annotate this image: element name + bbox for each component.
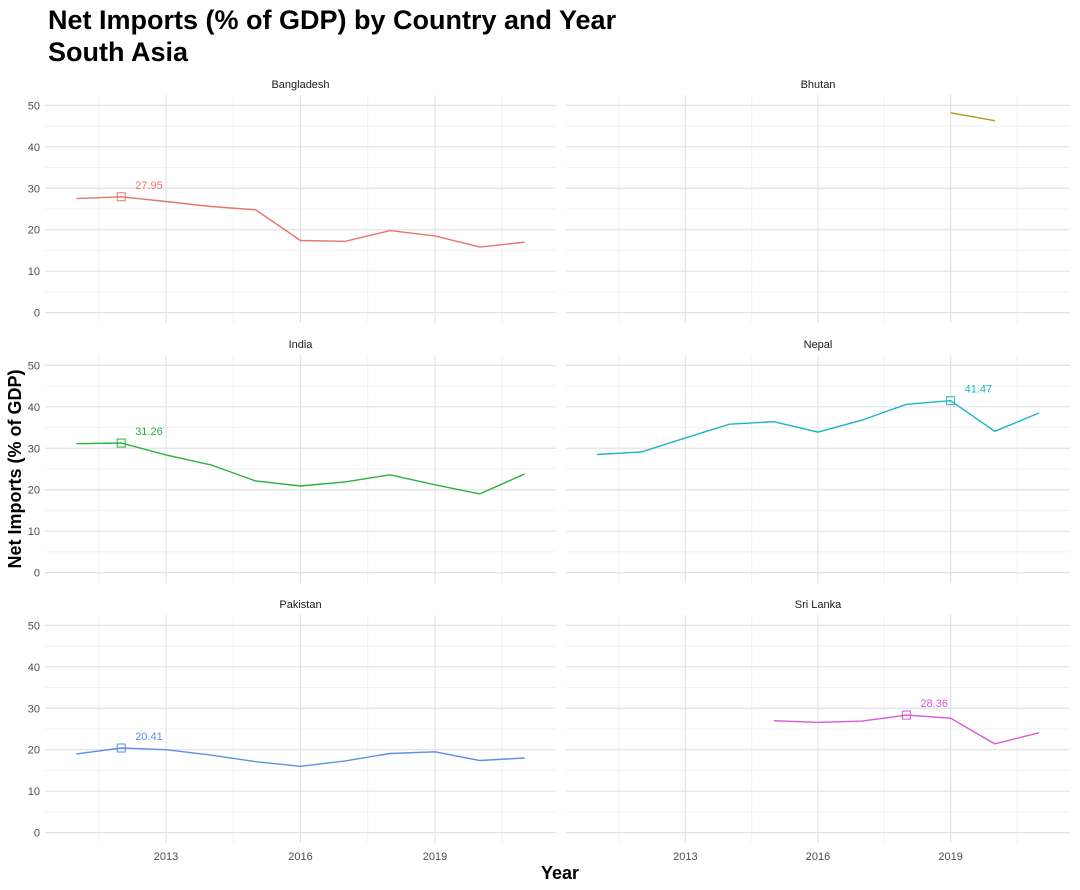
highlight-label-bangladesh: 27.95	[135, 180, 163, 192]
y-tick-label: 30	[28, 183, 40, 195]
panel-sri-lanka: Sri Lanka 2013 2016 2019 28.36	[566, 599, 1070, 863]
chart-title: Net Imports (% of GDP) by Country and Ye…	[48, 4, 616, 68]
y-tick-label: 20	[28, 745, 40, 757]
panel-pakistan: Pakistan 0 10 20 30 40 50 2013 2016 2019 20.41	[28, 599, 556, 863]
y-tick-label: 10	[28, 526, 40, 538]
highlight-marker-sri-lanka	[901, 710, 911, 720]
y-tick-label: 0	[34, 568, 40, 580]
y-tick-label: 50	[28, 360, 40, 372]
facet-label-bhutan: Bhutan	[801, 79, 836, 91]
y-tick-label: 10	[28, 786, 40, 798]
x-tick-label: 2013	[154, 851, 178, 863]
chart-subtitle: South Asia	[48, 37, 189, 67]
panel-bangladesh: Bangladesh 0 10 20 30 40 50 27.95	[28, 79, 556, 323]
series-line-india	[76, 442, 525, 495]
highlight-marker-pakistan	[116, 743, 126, 753]
highlight-label-sri-lanka: 28.36	[920, 698, 948, 710]
highlight-marker-nepal	[946, 396, 956, 406]
y-tick-label: 20	[28, 485, 40, 497]
series-line-sri-lanka	[773, 714, 1040, 745]
facet-label-bangladesh: Bangladesh	[271, 79, 329, 91]
series-line-bhutan	[950, 112, 995, 122]
y-tick-label: 0	[34, 308, 40, 320]
y-tick-label: 30	[28, 703, 40, 715]
y-tick-label: 40	[28, 402, 40, 414]
highlight-marker-india	[116, 438, 126, 448]
x-tick-label: 2019	[938, 851, 962, 863]
y-tick-label: 0	[34, 828, 40, 840]
y-tick-label: 20	[28, 225, 40, 237]
x-axis-title: Year	[541, 863, 579, 883]
y-tick-label: 40	[28, 142, 40, 154]
x-tick-label: 2013	[673, 851, 697, 863]
y-tick-label: 50	[28, 620, 40, 632]
x-tick-label: 2019	[423, 851, 447, 863]
y-tick-label: 30	[28, 443, 40, 455]
facet-label-nepal: Nepal	[804, 339, 833, 351]
panel-nepal: Nepal 41.47	[566, 339, 1070, 583]
series-line-pakistan	[76, 747, 525, 768]
y-tick-label: 50	[28, 100, 40, 112]
series-line-nepal	[596, 399, 1040, 456]
facet-label-pakistan: Pakistan	[279, 599, 321, 611]
highlight-label-india: 31.26	[135, 426, 163, 438]
y-axis-title: Net Imports (% of GDP)	[5, 369, 25, 568]
x-tick-label: 2016	[806, 851, 830, 863]
highlight-label-pakistan: 20.41	[135, 731, 163, 743]
y-tick-label: 40	[28, 662, 40, 674]
panel-india: India 0 10 20 30 40 50 31.26	[28, 339, 556, 583]
panel-bhutan: Bhutan	[566, 79, 1070, 323]
series-line-bangladesh	[76, 196, 525, 248]
chart-title-main: Net Imports (% of GDP) by Country and Ye…	[48, 5, 617, 35]
facet-label-sri-lanka: Sri Lanka	[795, 599, 842, 611]
highlight-label-nepal: 41.47	[965, 384, 993, 396]
facet-label-india: India	[289, 339, 314, 351]
y-tick-label: 10	[28, 266, 40, 278]
x-tick-label: 2016	[288, 851, 312, 863]
highlight-marker-bangladesh	[116, 192, 126, 202]
